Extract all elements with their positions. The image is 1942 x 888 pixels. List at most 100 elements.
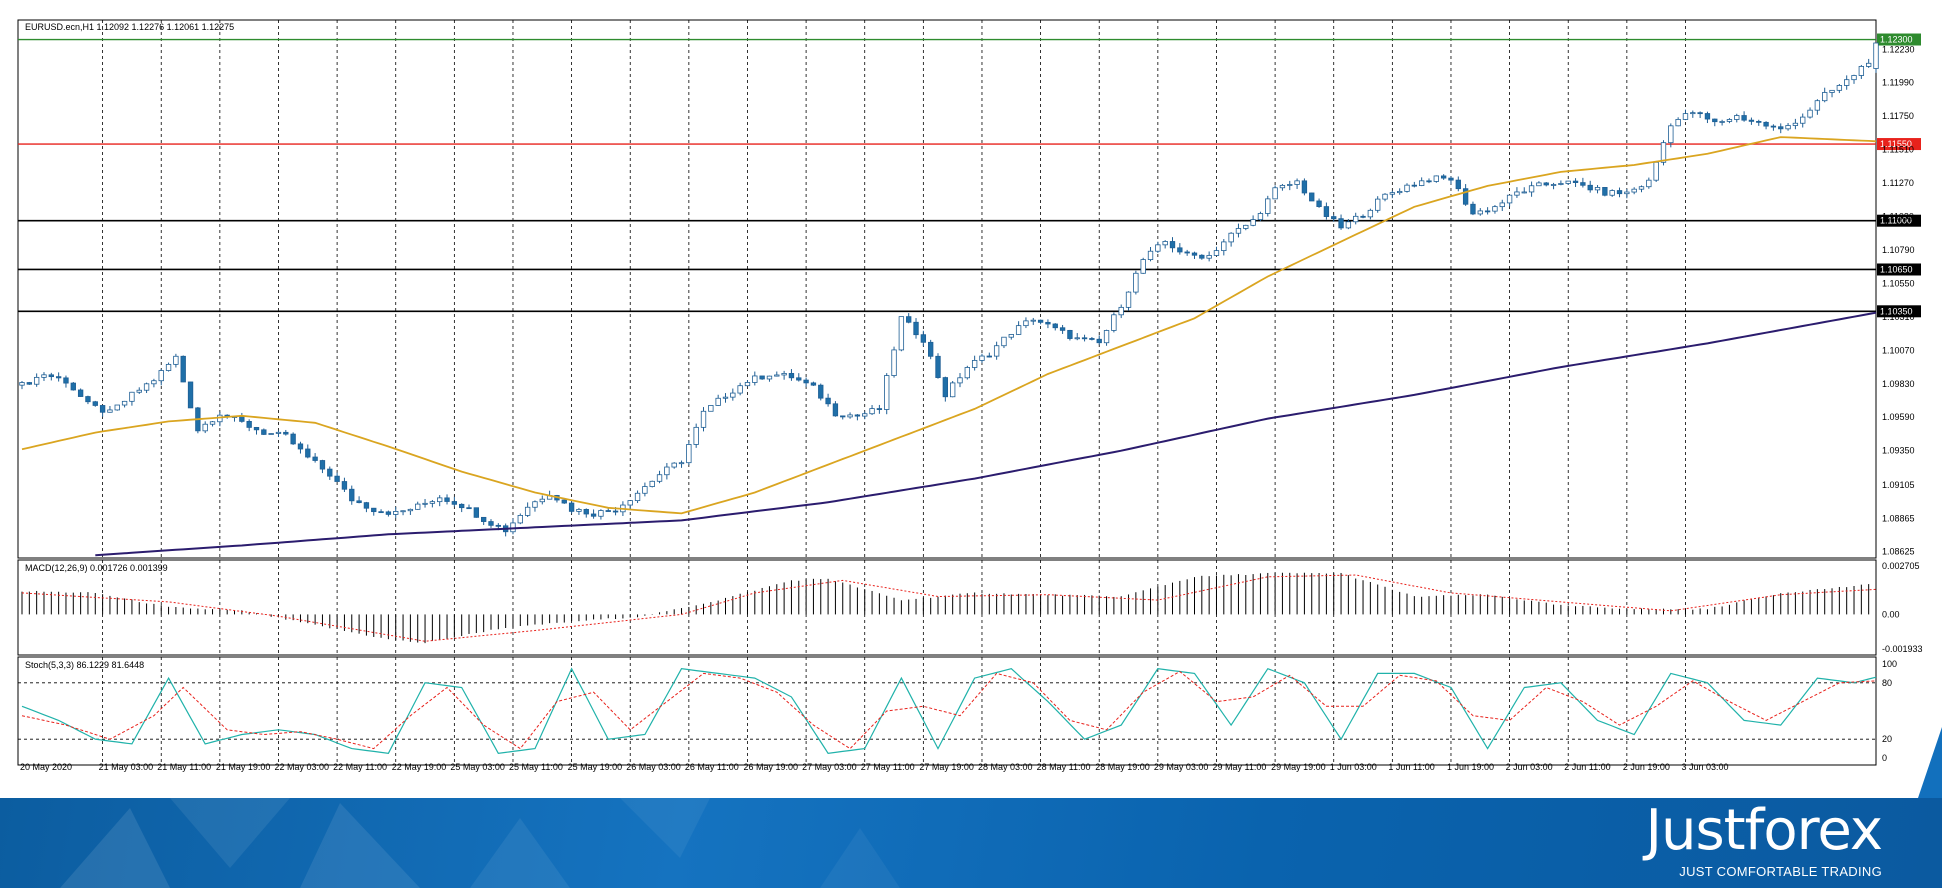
stoch-y-tick-label: 100 (1882, 659, 1897, 669)
candle-body (1726, 119, 1733, 122)
y-tick-label: 1.11510 (1882, 145, 1914, 155)
candle-body (825, 397, 831, 405)
candle-body (1550, 184, 1557, 186)
candle-body (583, 509, 589, 515)
candle-body (993, 345, 1000, 357)
candle-body (1177, 247, 1183, 253)
candle-body (627, 500, 633, 506)
candle-body (173, 355, 179, 365)
candle-body (1741, 115, 1747, 121)
candle-body (1169, 241, 1176, 249)
candle-body (1243, 224, 1249, 229)
candle-body (1067, 329, 1073, 339)
candle-body (121, 400, 128, 406)
candle-body (678, 462, 685, 465)
candle-body (1235, 228, 1242, 234)
y-tick-label: 1.08625 (1882, 547, 1915, 557)
candle-body (1059, 327, 1066, 331)
candle-body (180, 355, 186, 383)
candle-body (33, 376, 40, 385)
candle-body (1118, 306, 1124, 316)
candle-body (810, 382, 817, 386)
stoch-y-tick-label: 0 (1882, 753, 1887, 763)
candle-body (1404, 184, 1410, 192)
horizontal-levels: 1.12300 1.11550 1.11000 1.10650 1.10350 (18, 33, 1921, 318)
candle-body (63, 377, 69, 384)
price-level-label: 1.10350 (1880, 306, 1913, 316)
candle-body (158, 370, 164, 382)
candle-body (935, 355, 941, 378)
candle-body (1631, 188, 1637, 193)
axis-labels: 20 May 2020 21 May 03:00 21 May 11:00 21 Ma… (20, 44, 1923, 772)
candle-body (803, 379, 809, 384)
candle-body (1301, 180, 1308, 194)
candle-body (143, 383, 150, 391)
price-level-tag (1877, 263, 1921, 276)
candle-body (1250, 219, 1256, 226)
candle-body (928, 341, 934, 357)
candle-body (239, 416, 245, 422)
candle-body (363, 502, 370, 509)
candle-body (1162, 241, 1168, 246)
candle-body (1001, 336, 1007, 347)
candle-body (1382, 193, 1388, 200)
candle-body (1397, 190, 1403, 194)
y-tick-label: 1.11990 (1882, 78, 1914, 88)
candle-body (1455, 179, 1461, 190)
candle-body (1074, 337, 1080, 340)
price-level-label: 1.12300 (1880, 35, 1913, 45)
candle-body (437, 497, 443, 503)
candle-body (1807, 109, 1813, 118)
candle-body (70, 382, 76, 391)
candle-body (1536, 182, 1542, 187)
x-tick-label: 26 May 19:00 (743, 762, 798, 772)
candle-body (327, 468, 333, 477)
candle-body (1279, 184, 1286, 189)
candle-body (539, 498, 545, 503)
vertical-grid (102, 20, 1686, 765)
y-tick-label: 1.08865 (1882, 513, 1915, 523)
y-tick-label: 1.10310 (1882, 312, 1915, 322)
trading-chart[interactable]: 1.12300 1.11550 1.11000 1.10650 1.10350 20 M… (0, 0, 1942, 798)
candle-body (393, 511, 399, 515)
x-tick-label: 21 May 19:00 (216, 762, 271, 772)
candle-body (1257, 213, 1264, 221)
candle-body (1499, 202, 1505, 208)
candle-body (832, 403, 839, 417)
candle-body (1440, 175, 1447, 179)
x-tick-label: 1 Jun 19:00 (1447, 762, 1494, 772)
candle-body (1858, 66, 1865, 76)
candle-body (1756, 120, 1762, 123)
candle-body (854, 414, 861, 417)
candle-body (634, 492, 641, 502)
candle-body (862, 413, 868, 417)
candle-body (1829, 89, 1835, 93)
y-tick-label: 1.12230 (1882, 44, 1915, 54)
candle-body (686, 444, 692, 464)
candle-body (752, 375, 758, 383)
x-tick-label: 28 May 03:00 (978, 762, 1033, 772)
y-tick-label: 1.11750 (1882, 111, 1914, 121)
candle-body (913, 321, 919, 336)
candle-body (1704, 113, 1711, 120)
stoch-signal-line (21, 670, 1877, 750)
candle-body (737, 385, 743, 394)
candle-body (290, 433, 296, 445)
candle-body (598, 510, 604, 517)
candle-body (371, 507, 377, 513)
candle-body (1873, 42, 1879, 69)
candle-body (1338, 218, 1344, 229)
candle-body (114, 404, 120, 411)
candle-body (268, 433, 274, 435)
candle-body (1638, 186, 1645, 190)
candle-body (356, 500, 362, 504)
x-tick-label: 27 May 03:00 (802, 762, 857, 772)
main-header: EURUSD.ecn,H1 1.12092 1.12276 1.12061 1.… (25, 22, 234, 32)
price-level-label: 1.11000 (1880, 216, 1912, 226)
candle-body (524, 506, 531, 516)
candle-body (261, 429, 267, 435)
candle-body (656, 474, 663, 482)
candle-body (1602, 187, 1608, 196)
candle-body (1213, 250, 1220, 256)
candle-body (1265, 198, 1271, 214)
